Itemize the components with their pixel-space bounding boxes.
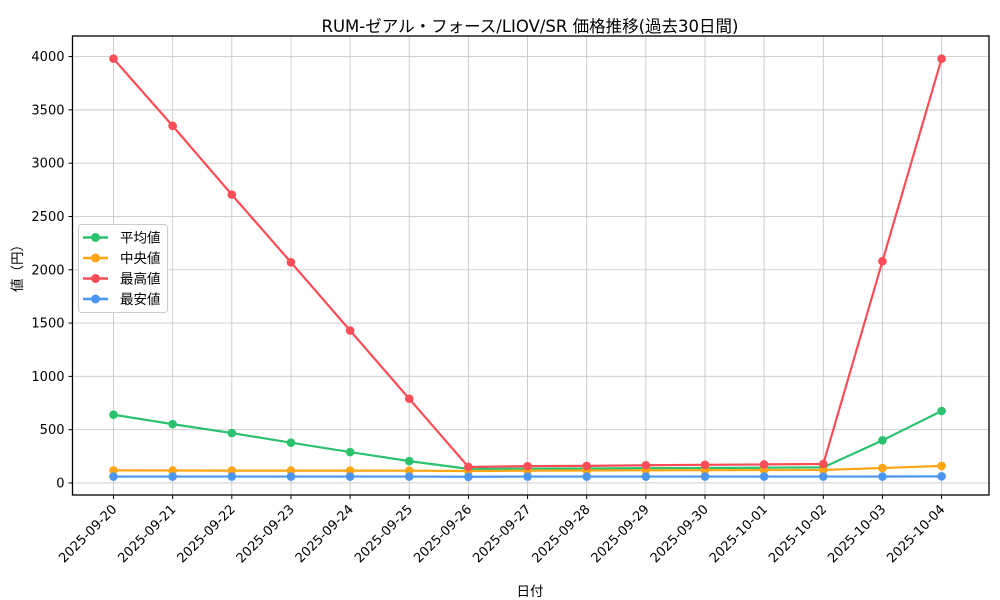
x-axis-label: 日付 bbox=[516, 584, 544, 600]
svg-text:2500: 2500 bbox=[31, 210, 64, 225]
data-point-average bbox=[404, 456, 414, 466]
series-lowest bbox=[109, 472, 946, 482]
data-point-lowest bbox=[345, 472, 355, 481]
legend-label-lowest: 最安値 bbox=[120, 292, 161, 308]
svg-text:2025-10-01: 2025-10-01 bbox=[707, 502, 771, 566]
gridlines bbox=[72, 36, 989, 495]
svg-text:2025-09-21: 2025-09-21 bbox=[115, 502, 179, 566]
data-point-lowest bbox=[168, 472, 177, 481]
data-point-lowest bbox=[700, 472, 710, 481]
data-point-lowest bbox=[464, 472, 473, 482]
data-point-highest bbox=[523, 461, 532, 471]
svg-text:1000: 1000 bbox=[31, 370, 64, 385]
svg-text:2025-09-20: 2025-09-20 bbox=[56, 502, 120, 566]
plot-border bbox=[71, 35, 990, 496]
svg-text:2025-10-04: 2025-10-04 bbox=[884, 502, 948, 566]
data-point-average bbox=[937, 406, 946, 416]
data-point-highest bbox=[700, 460, 710, 470]
data-point-highest bbox=[109, 54, 118, 64]
data-point-lowest bbox=[109, 472, 118, 481]
data-point-average bbox=[109, 410, 118, 420]
data-point-lowest bbox=[641, 472, 651, 481]
data-point-highest bbox=[227, 190, 237, 199]
data-point-median bbox=[819, 465, 828, 475]
data-point-highest bbox=[819, 459, 828, 469]
svg-text:4000: 4000 bbox=[31, 50, 64, 65]
data-point-lowest bbox=[523, 472, 532, 481]
legend-marker-average bbox=[91, 233, 100, 242]
data-point-highest bbox=[937, 54, 946, 64]
svg-text:2025-09-28: 2025-09-28 bbox=[529, 502, 593, 566]
y-tick-labels: 0 500 1000 1500 2000 2500 3000 3500 4000 bbox=[31, 50, 64, 491]
data-point-highest bbox=[464, 462, 473, 472]
axis-ticks bbox=[68, 56, 943, 499]
data-point-lowest bbox=[878, 472, 887, 481]
svg-text:2025-09-26: 2025-09-26 bbox=[411, 502, 475, 566]
svg-text:2025-09-25: 2025-09-25 bbox=[352, 502, 416, 566]
series-highest bbox=[109, 54, 946, 472]
svg-text:3000: 3000 bbox=[31, 157, 64, 172]
data-point-average bbox=[878, 436, 887, 445]
legend-marker-median bbox=[91, 253, 100, 263]
data-point-highest bbox=[582, 461, 591, 471]
data-point-highest bbox=[641, 460, 651, 470]
data-point-average bbox=[227, 428, 237, 438]
legend-label-highest: 最高値 bbox=[120, 270, 161, 287]
data-point-highest bbox=[286, 258, 296, 267]
legend-marker-highest bbox=[91, 274, 100, 283]
svg-text:2025-09-22: 2025-09-22 bbox=[175, 502, 239, 566]
data-point-lowest bbox=[404, 472, 414, 481]
svg-text:2025-09-24: 2025-09-24 bbox=[293, 502, 357, 566]
data-point-median bbox=[937, 461, 946, 471]
data-point-lowest bbox=[759, 472, 769, 481]
legend-marker-lowest bbox=[91, 294, 100, 304]
svg-text:500: 500 bbox=[40, 423, 65, 438]
data-point-highest bbox=[404, 394, 414, 404]
data-point-lowest bbox=[937, 472, 946, 481]
svg-text:1500: 1500 bbox=[31, 317, 64, 332]
data-point-highest bbox=[345, 326, 355, 335]
data-point-lowest bbox=[227, 472, 237, 481]
svg-text:0: 0 bbox=[56, 476, 64, 491]
data-point-average bbox=[345, 447, 355, 457]
data-point-highest bbox=[168, 121, 177, 131]
legend-box bbox=[78, 224, 168, 313]
legend-label-average: 平均値 bbox=[120, 230, 161, 246]
data-point-average bbox=[168, 419, 177, 429]
svg-text:2025-09-23: 2025-09-23 bbox=[234, 502, 298, 566]
data-point-median bbox=[286, 466, 296, 475]
data-point-median bbox=[109, 466, 118, 475]
chart-title: RUM-ゼアル・フォース/LIOV/SR 価格推移(過去30日間) bbox=[321, 17, 739, 36]
svg-text:3500: 3500 bbox=[31, 103, 64, 118]
data-point-average bbox=[286, 438, 296, 447]
svg-text:2025-10-03: 2025-10-03 bbox=[825, 502, 889, 566]
data-point-lowest bbox=[819, 472, 828, 481]
data-point-median bbox=[878, 463, 887, 473]
data-point-highest bbox=[759, 460, 769, 469]
svg-text:2025-09-27: 2025-09-27 bbox=[470, 502, 534, 566]
svg-text:2025-09-29: 2025-09-29 bbox=[589, 502, 653, 566]
svg-text:2025-10-02: 2025-10-02 bbox=[766, 502, 830, 566]
svg-text:2025-09-30: 2025-09-30 bbox=[648, 502, 712, 566]
data-point-median bbox=[168, 466, 177, 475]
data-point-median bbox=[227, 466, 237, 475]
data-point-median bbox=[345, 466, 355, 475]
legend-label-median: 中央値 bbox=[120, 251, 161, 267]
series-median bbox=[109, 461, 946, 476]
data-point-highest bbox=[878, 256, 887, 266]
data-point-lowest bbox=[286, 472, 296, 481]
svg-text:2000: 2000 bbox=[31, 263, 64, 278]
data-point-lowest bbox=[582, 472, 591, 481]
x-tick-labels: 2025-09-202025-09-212025-09-222025-09-23… bbox=[56, 502, 948, 566]
